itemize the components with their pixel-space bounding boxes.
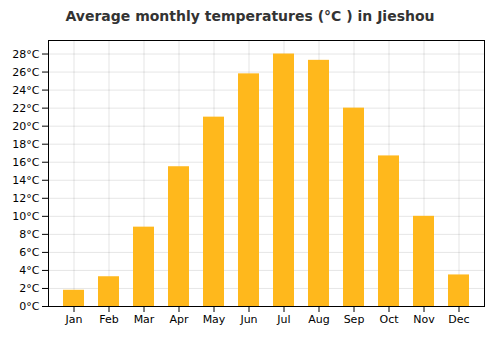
svg-text:6°C: 6°C [19,246,39,259]
svg-text:Sep: Sep [344,313,365,326]
svg-text:Jun: Jun [239,313,257,326]
svg-text:Apr: Apr [169,313,189,326]
svg-text:8°C: 8°C [19,228,39,241]
svg-text:22°C: 22°C [12,102,39,115]
svg-text:Nov: Nov [413,313,435,326]
svg-text:4°C: 4°C [19,264,39,277]
svg-text:20°C: 20°C [12,120,39,133]
svg-text:14°C: 14°C [12,174,39,187]
svg-text:May: May [203,313,226,326]
svg-text:26°C: 26°C [12,66,39,79]
svg-text:Oct: Oct [379,313,399,326]
svg-text:18°C: 18°C [12,138,39,151]
svg-text:24°C: 24°C [12,84,39,97]
svg-text:Aug: Aug [308,313,329,326]
svg-text:Feb: Feb [99,313,118,326]
svg-text:2°C: 2°C [19,282,39,295]
svg-text:Jan: Jan [65,313,83,326]
svg-text:0°C: 0°C [19,300,39,313]
svg-text:Dec: Dec [448,313,469,326]
svg-text:Jul: Jul [276,313,290,326]
svg-text:Mar: Mar [134,313,155,326]
svg-text:16°C: 16°C [12,156,39,169]
svg-text:10°C: 10°C [12,210,39,223]
html-text:Average monthly temperatures (: Average monthly temperatures (°C ) in Ji… [65,8,435,24]
svg-text:12°C: 12°C [12,192,39,205]
svg-text:28°C: 28°C [12,48,39,61]
